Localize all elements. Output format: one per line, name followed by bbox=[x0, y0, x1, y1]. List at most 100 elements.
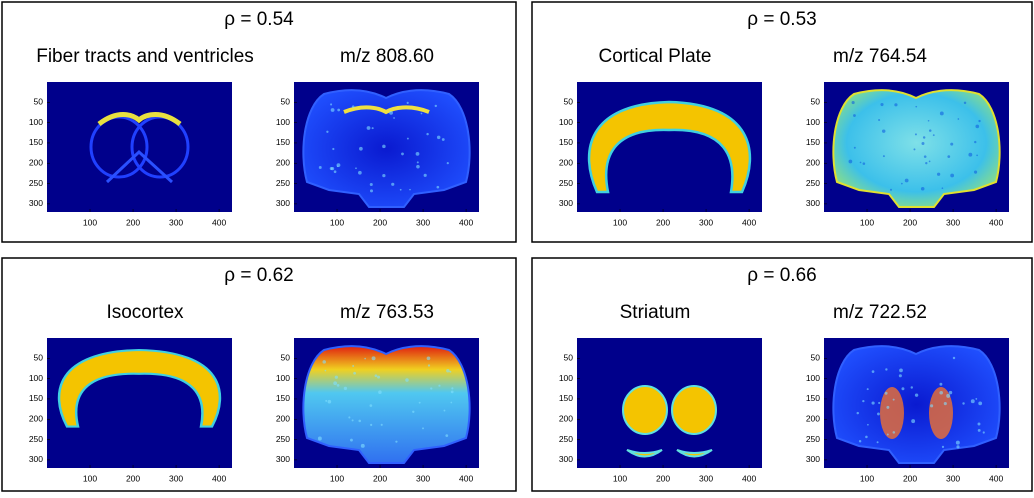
striatum bbox=[671, 385, 717, 435]
fiber-tract bbox=[97, 112, 182, 127]
hot-spot bbox=[929, 387, 953, 439]
x-tick-label: 400 bbox=[989, 217, 1003, 227]
speckle bbox=[865, 435, 868, 439]
speckle bbox=[886, 433, 889, 436]
speckle bbox=[351, 105, 355, 108]
speckle bbox=[878, 401, 881, 405]
speckle bbox=[962, 402, 965, 405]
speckle bbox=[963, 101, 967, 105]
speckle bbox=[975, 124, 980, 129]
cortex bbox=[57, 348, 222, 428]
hot-spot bbox=[880, 387, 904, 439]
speckle bbox=[936, 172, 941, 176]
speckle bbox=[333, 381, 338, 386]
speckle bbox=[886, 405, 890, 409]
y-tick-label: 50 bbox=[811, 97, 821, 107]
x-tick-label: 200 bbox=[656, 217, 670, 227]
speckle bbox=[451, 387, 454, 390]
y-tick-label: 300 bbox=[29, 454, 43, 464]
y-tick-label: 150 bbox=[29, 393, 43, 403]
speckle bbox=[952, 356, 956, 360]
y-tick-label: 50 bbox=[281, 97, 291, 107]
speckle bbox=[393, 117, 395, 119]
y-tick-label: 250 bbox=[29, 178, 43, 188]
speckle bbox=[901, 387, 905, 391]
speckle bbox=[939, 390, 943, 395]
speckle bbox=[920, 186, 925, 191]
speckle bbox=[947, 155, 951, 159]
y-tick-label: 200 bbox=[276, 414, 290, 424]
y-tick-label: 50 bbox=[34, 97, 44, 107]
speckle bbox=[928, 160, 931, 163]
speckle bbox=[948, 390, 953, 395]
speckle bbox=[416, 164, 420, 169]
y-tick-label: 250 bbox=[559, 434, 573, 444]
speckle bbox=[892, 431, 896, 434]
y-tick-label: 150 bbox=[559, 137, 573, 147]
speckle bbox=[399, 188, 402, 191]
speckle bbox=[930, 404, 934, 408]
speckle bbox=[401, 152, 404, 156]
speckle bbox=[946, 393, 951, 398]
panel: ρ = 0.62 Isocortex m/z 763.53 50 100 150 200 25… bbox=[1, 257, 517, 492]
x-tick-label: 200 bbox=[373, 473, 387, 483]
speckle bbox=[332, 147, 335, 151]
speckle bbox=[911, 419, 916, 424]
panel: ρ = 0.53 Cortical Plate m/z 764.54 50 100 150… bbox=[531, 1, 1033, 243]
speckle bbox=[975, 398, 978, 400]
speckle bbox=[957, 118, 960, 120]
speckle bbox=[355, 167, 357, 170]
y-tick-label: 200 bbox=[29, 158, 43, 168]
speckle bbox=[382, 144, 386, 149]
speckle bbox=[422, 427, 424, 430]
speckle bbox=[976, 154, 978, 157]
speckle bbox=[932, 134, 935, 137]
x-tick-label: 400 bbox=[212, 473, 226, 483]
speckle bbox=[973, 170, 978, 174]
speckle bbox=[848, 159, 853, 164]
speckle bbox=[862, 162, 866, 165]
speckle bbox=[377, 375, 381, 379]
speckle bbox=[336, 165, 339, 168]
heatmap-image: 50 100 150 200 250 300 100 200 300 400 bbox=[806, 338, 1009, 483]
speckle bbox=[378, 390, 382, 394]
speckle bbox=[371, 127, 374, 130]
speckle bbox=[322, 360, 326, 364]
speckle bbox=[352, 364, 355, 367]
image-background bbox=[47, 82, 232, 212]
y-tick-label: 150 bbox=[559, 393, 573, 403]
region-title: Fiber tracts and ventricles bbox=[36, 46, 254, 67]
region-title: Isocortex bbox=[106, 302, 184, 323]
speckle bbox=[856, 411, 859, 415]
y-tick-label: 250 bbox=[559, 178, 573, 188]
y-tick-label: 300 bbox=[276, 198, 290, 208]
speckle bbox=[317, 436, 322, 441]
speckle bbox=[898, 374, 902, 378]
speckle bbox=[894, 103, 898, 107]
x-tick-label: 300 bbox=[946, 217, 960, 227]
speckle bbox=[881, 129, 886, 133]
speckle bbox=[446, 162, 449, 165]
speckle bbox=[369, 404, 373, 407]
speckle bbox=[858, 440, 862, 443]
speckle bbox=[901, 182, 903, 185]
speckle bbox=[885, 368, 888, 371]
x-tick-label: 200 bbox=[903, 473, 917, 483]
y-tick-label: 250 bbox=[276, 434, 290, 444]
speckle bbox=[941, 187, 944, 190]
speckle bbox=[415, 151, 420, 156]
speckle bbox=[914, 393, 919, 397]
y-tick-label: 100 bbox=[276, 117, 290, 127]
heatmap-image: 50 100 150 200 250 300 100 200 300 400 bbox=[29, 338, 232, 483]
speckle bbox=[336, 384, 340, 387]
y-tick-label: 200 bbox=[806, 158, 820, 168]
speckle bbox=[412, 410, 415, 413]
speckle bbox=[441, 138, 445, 141]
y-tick-label: 150 bbox=[806, 137, 820, 147]
speckle bbox=[877, 412, 880, 416]
speckle bbox=[941, 445, 945, 449]
speckle bbox=[325, 399, 328, 402]
speckle bbox=[389, 111, 393, 115]
heatmap-image: 50 100 150 200 250 300 100 200 300 400 bbox=[559, 82, 762, 227]
y-tick-label: 150 bbox=[806, 393, 820, 403]
